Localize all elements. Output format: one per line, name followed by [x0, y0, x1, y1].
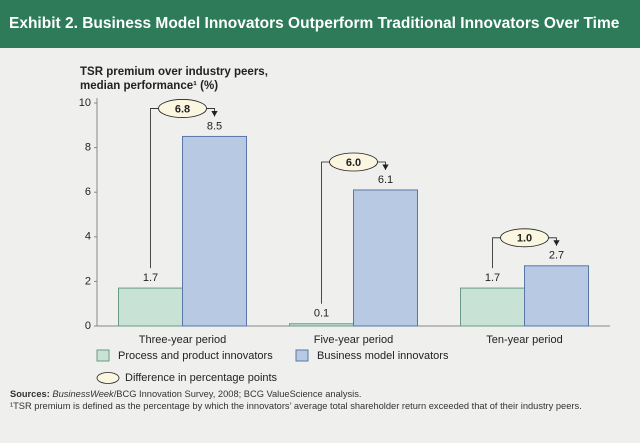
- bar: [118, 287, 183, 327]
- bar: [353, 189, 418, 327]
- legend-label: Business model innovators: [317, 350, 449, 362]
- y-tick-label: 8: [85, 142, 91, 154]
- sources-italic: BusinessWeek: [52, 389, 114, 399]
- difference-label: 6.0: [346, 157, 361, 169]
- data-label: 2.7: [549, 250, 564, 262]
- y-tick-label: 6: [85, 186, 91, 198]
- data-label: 0.1: [314, 308, 329, 320]
- sources: Sources: BusinessWeek/BCG Innovation Sur…: [10, 389, 610, 401]
- bar: [524, 265, 589, 327]
- data-label: 6.1: [378, 174, 393, 186]
- difference-label: 6.8: [175, 103, 190, 115]
- bar: [460, 287, 525, 327]
- sources-label: Sources:: [10, 389, 50, 399]
- data-label: 1.7: [485, 272, 500, 284]
- difference-marker: [329, 152, 378, 172]
- difference-label: 1.0: [517, 233, 532, 245]
- bar: [182, 135, 247, 327]
- y-tick-label: 0: [85, 320, 91, 332]
- y-axis-label: median performance¹ (%): [80, 80, 218, 92]
- x-tick-label: Three-year period: [139, 334, 226, 346]
- data-label: 1.7: [143, 272, 158, 284]
- y-tick-label: 10: [79, 97, 91, 109]
- difference-marker: [500, 228, 549, 248]
- y-axis-label: TSR premium over industry peers,: [80, 66, 268, 78]
- legend-swatch: [295, 349, 309, 362]
- x-tick-label: Ten-year period: [486, 334, 562, 346]
- footer: Sources: BusinessWeek/BCG Innovation Sur…: [10, 389, 610, 412]
- x-tick-label: Five-year period: [314, 334, 393, 346]
- legend-label: Process and product innovators: [118, 350, 273, 362]
- sources-text: /BCG Innovation Survey, 2008; BCG ValueS…: [113, 389, 362, 399]
- bar: [289, 323, 354, 327]
- legend-swatch: [96, 372, 120, 384]
- legend-swatch: [96, 349, 110, 362]
- y-tick-label: 4: [85, 231, 91, 243]
- y-tick-label: 2: [85, 275, 91, 287]
- chart-title: Exhibit 2. Business Model Innovators Out…: [0, 0, 640, 48]
- difference-marker: [158, 99, 207, 118]
- legend-label: Difference in percentage points: [125, 372, 278, 384]
- chart: TSR premium over industry peers, median …: [79, 66, 610, 384]
- footnote: ¹TSR premium is defined as the percentag…: [10, 400, 582, 411]
- data-label: 8.5: [207, 120, 222, 132]
